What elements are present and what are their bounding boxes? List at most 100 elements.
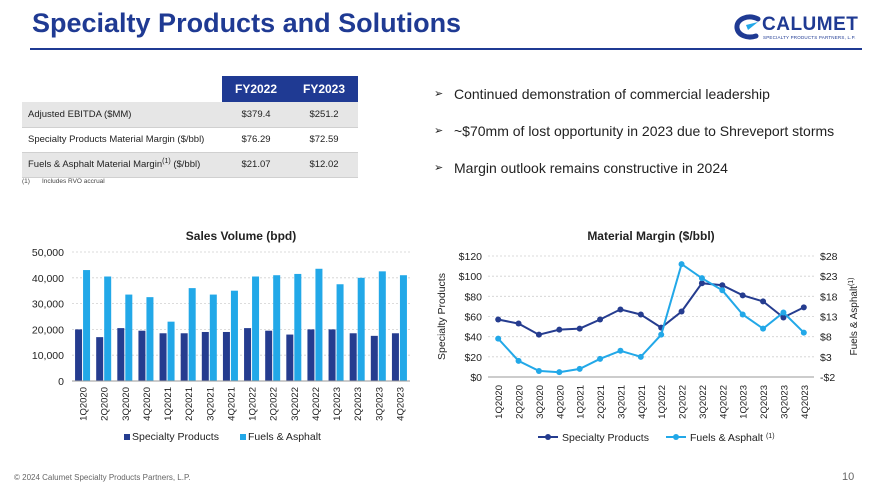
kpi-row-specialty-margin: Specialty Products Material Margin ($/bb… <box>22 127 358 153</box>
point-fuels-asphalt <box>678 261 685 268</box>
footnote-text: Includes RVO accrual <box>42 178 105 185</box>
y-right-axis-title-text: Fuels & Asphalt <box>849 286 860 356</box>
legend-label: Specialty Products <box>562 432 649 444</box>
kpi-cell-fy2022: $379.4 <box>222 102 290 128</box>
bar-fuels-asphalt <box>125 294 133 381</box>
x-tick-label: 4Q2023 <box>395 387 406 421</box>
y-right-tick-label: $13 <box>820 312 838 324</box>
point-fuels-asphalt <box>739 311 746 318</box>
bullet-list: ➢ Continued demonstration of commercial l… <box>434 86 834 197</box>
y-tick-label: 50,000 <box>32 247 64 259</box>
bar-specialty-products <box>370 335 378 381</box>
y-tick-label: 20,000 <box>32 324 64 336</box>
x-tick-label: 2Q2021 <box>596 385 607 419</box>
kpi-header-fy2022: FY2022 <box>222 76 290 102</box>
bar-fuels-asphalt <box>357 277 365 381</box>
x-tick-label: 2Q2020 <box>515 385 526 419</box>
y-right-tick-label: $28 <box>820 251 838 263</box>
bar-fuels-asphalt <box>315 268 323 381</box>
bar-fuels-asphalt <box>378 271 386 381</box>
line-specialty-products <box>498 282 805 336</box>
bar-specialty-products <box>222 331 230 381</box>
x-tick-label: 2Q2023 <box>759 385 770 419</box>
x-tick-label: 1Q2021 <box>163 387 174 421</box>
bar-fuels-asphalt <box>167 321 175 381</box>
point-specialty-products <box>739 292 746 299</box>
x-tick-label: 2Q2020 <box>100 387 111 421</box>
material-margin-chart: Material Margin ($/bbl) $0 -$2 $20 $3 $40 $8 $6… <box>436 229 860 444</box>
bullet-item: ➢ Continued demonstration of commercial l… <box>434 86 834 123</box>
kpi-cell-fy2023: $72.59 <box>290 127 358 153</box>
point-specialty-products <box>515 320 522 327</box>
x-tick-label: 4Q2023 <box>800 385 811 419</box>
legend-marker <box>673 434 679 440</box>
bar-specialty-products <box>180 333 188 381</box>
kpi-table: FY2022 FY2023 Adjusted EBITDA ($MM) $379… <box>22 76 358 178</box>
bar-specialty-products <box>328 329 336 381</box>
y-left-tick-label: $100 <box>459 271 483 283</box>
bar-specialty-products <box>265 330 273 381</box>
y-left-tick-label: $120 <box>459 251 483 263</box>
company-logo: CALUMET SPECIALTY PRODUCTS PARTNERS, L.P… <box>734 13 864 45</box>
y-left-tick-label: $40 <box>464 332 482 344</box>
kpi-row-ebitda: Adjusted EBITDA ($MM) $379.4 $251.2 <box>22 102 358 128</box>
x-tick-label: 1Q2020 <box>494 385 505 419</box>
bar-specialty-products <box>201 331 209 381</box>
point-fuels-asphalt <box>495 335 502 342</box>
bar-specialty-products <box>138 330 146 381</box>
point-specialty-products <box>719 282 726 289</box>
x-tick-label: 4Q2021 <box>637 385 648 419</box>
x-tick-label: 4Q2021 <box>226 387 237 421</box>
kpi-cell-fy2023: $12.02 <box>290 152 358 178</box>
point-specialty-products <box>556 326 563 333</box>
point-specialty-products <box>617 306 624 313</box>
x-tick-label: 1Q2022 <box>248 387 259 421</box>
x-tick-label: 4Q2020 <box>142 387 153 421</box>
y-left-tick-label: $0 <box>470 372 482 384</box>
kpi-header-fy2023: FY2023 <box>290 76 358 102</box>
bar-fuels-asphalt <box>209 294 217 381</box>
kpi-row-label-text: Fuels & Asphalt Material Margin <box>28 159 163 171</box>
legend-swatch <box>124 434 130 440</box>
x-tick-label: 3Q2023 <box>374 387 385 421</box>
legend-label-text: Fuels & Asphalt <box>690 432 763 444</box>
y-right-axis-title: Fuels & Asphalt(1) <box>848 277 860 355</box>
y-right-tick-label: -$2 <box>820 372 835 384</box>
point-specialty-products <box>698 280 705 287</box>
point-fuels-asphalt <box>576 365 583 372</box>
bullet-text: Continued demonstration of commercial le… <box>454 86 770 102</box>
y-left-tick-label: $80 <box>464 291 482 303</box>
kpi-row-label: Specialty Products Material Margin ($/bb… <box>22 127 222 153</box>
point-fuels-asphalt <box>617 347 624 354</box>
bar-fuels-asphalt <box>294 273 302 381</box>
page-number: 10 <box>842 471 855 483</box>
point-fuels-asphalt <box>800 329 807 336</box>
bar-specialty-products <box>286 334 294 381</box>
y-tick-label: 30,000 <box>32 299 64 311</box>
x-tick-label: 4Q2022 <box>718 385 729 419</box>
legend-label: Fuels & Asphalt <box>248 431 321 443</box>
bullet-text: Margin outlook remains constructive in 2… <box>454 160 728 176</box>
point-fuels-asphalt <box>515 357 522 364</box>
point-specialty-products <box>576 325 583 332</box>
kpi-header-blank <box>22 76 222 102</box>
footnote-ref: (1) <box>22 178 30 185</box>
x-tick-label: 3Q2022 <box>290 387 301 421</box>
x-tick-label: 1Q2022 <box>657 385 668 419</box>
x-tick-label: 2Q2023 <box>353 387 364 421</box>
y-left-tick-label: $20 <box>464 352 482 364</box>
point-fuels-asphalt <box>780 309 787 316</box>
bar-specialty-products <box>96 337 104 381</box>
bar-fuels-asphalt <box>230 290 238 381</box>
x-tick-label: 1Q2023 <box>739 385 750 419</box>
point-specialty-products <box>780 314 787 321</box>
arrow-bullet-icon: ➢ <box>434 125 444 137</box>
y-right-axis-title-sup: (1) <box>848 277 855 286</box>
bar-specialty-products <box>159 333 167 381</box>
point-specialty-products <box>495 316 502 323</box>
y-left-tick-label: $60 <box>464 312 482 324</box>
kpi-row-label: Adjusted EBITDA ($MM) <box>22 102 222 128</box>
kpi-cell-fy2022: $76.29 <box>222 127 290 153</box>
slide-title: Specialty Products and Solutions <box>32 8 462 38</box>
kpi-row-label-suffix: ($/bbl) <box>170 159 201 171</box>
